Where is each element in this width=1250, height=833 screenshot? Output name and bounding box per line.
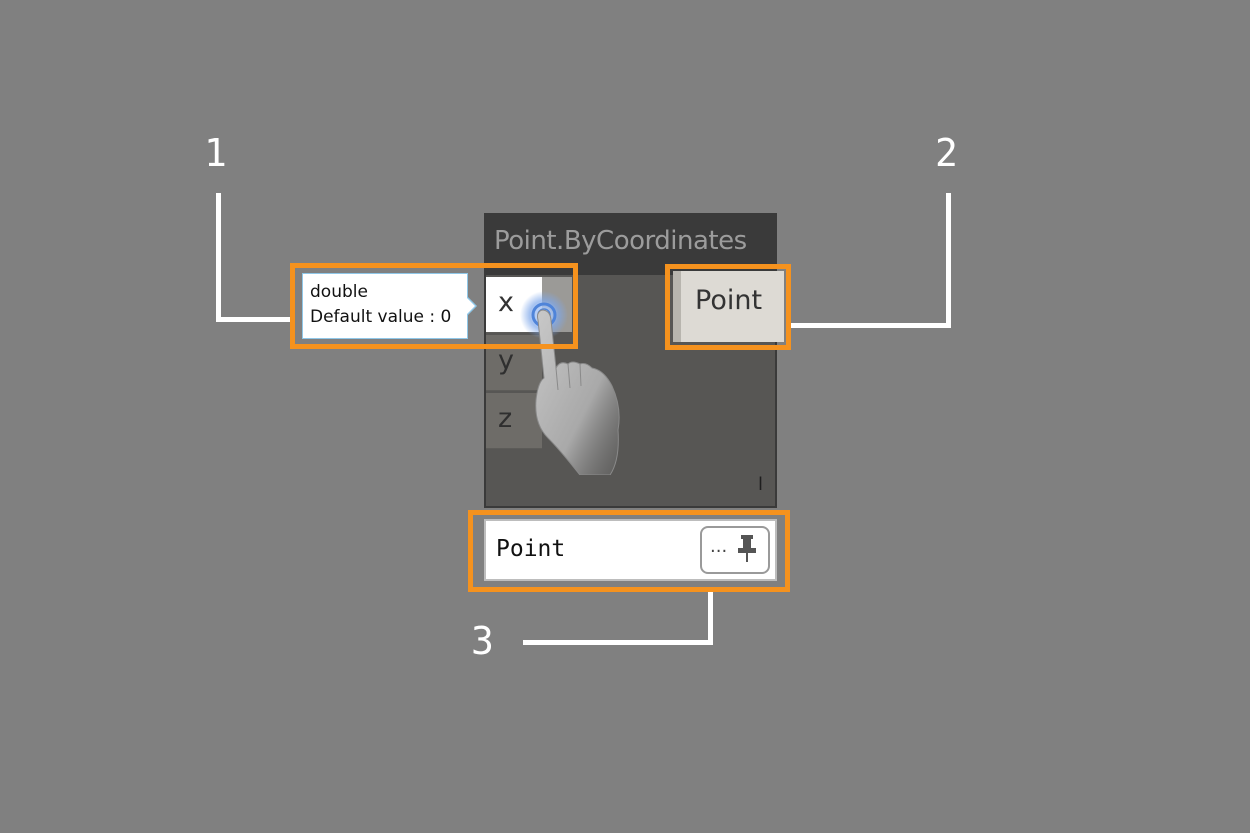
callout-number-3: 3 — [471, 619, 494, 663]
input-port-z-label: z — [498, 403, 513, 434]
tooltip-arrow-fill — [466, 297, 475, 315]
node-title: Point.ByCoordinates — [494, 226, 747, 256]
callout-number-2: 2 — [935, 131, 958, 175]
tooltip-type: double — [310, 282, 368, 302]
pin-button[interactable] — [700, 526, 770, 574]
lacing-indicator[interactable]: l — [758, 474, 764, 495]
touch-hand-icon — [520, 291, 620, 475]
input-port-y-label: y — [498, 345, 514, 376]
callout-2-leader-vertical — [946, 193, 951, 328]
callout-number-1: 1 — [204, 131, 227, 175]
preview-value: Point — [496, 536, 566, 562]
callout-2-leader-horizontal — [788, 323, 951, 328]
input-port-z[interactable]: z — [486, 393, 542, 449]
output-port-point[interactable]: Point — [673, 271, 784, 342]
highlight-preview-bubble — [468, 510, 790, 592]
callout-3-leader-vertical — [708, 590, 713, 645]
callout-1-leader-vertical — [216, 193, 221, 322]
callout-3-leader-horizontal — [523, 640, 713, 645]
highlight-output-port — [665, 264, 791, 350]
highlight-input-port — [290, 263, 578, 349]
pin-icon — [738, 535, 756, 562]
output-port-label: Point — [695, 285, 763, 316]
input-port-x-label: x — [498, 287, 514, 318]
output-port-edge — [673, 271, 681, 342]
callout-1-leader-horizontal — [216, 317, 294, 322]
tooltip-default-value: Default value : 0 — [310, 307, 452, 327]
pin-button-dots: ... — [710, 536, 728, 557]
